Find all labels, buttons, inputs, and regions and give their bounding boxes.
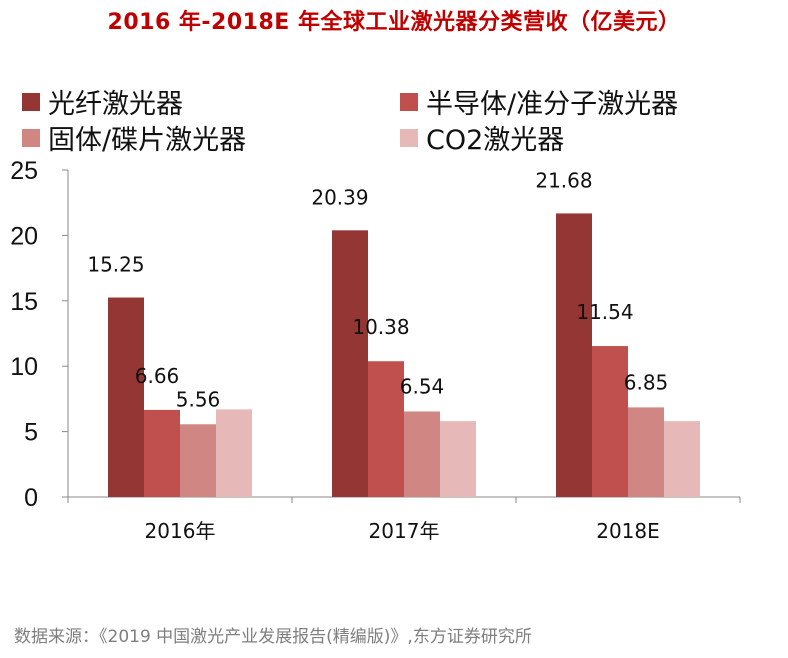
legend-swatch-fiber bbox=[22, 92, 40, 111]
x-tick-label: 2017年 bbox=[369, 519, 440, 543]
chart-title: 2016 年-2018E 年全球工业激光器分类营收（亿美元） bbox=[107, 10, 681, 35]
bar bbox=[108, 297, 144, 497]
legend-item-semiconductor: 半导体/准分子激光器 bbox=[400, 82, 678, 121]
legend-item-co2: CO2激光器 bbox=[400, 118, 564, 157]
data-label: 6.66 bbox=[135, 364, 180, 388]
data-label: 21.68 bbox=[535, 168, 592, 192]
bar bbox=[332, 230, 368, 497]
bar bbox=[368, 361, 404, 497]
legend-swatch-solid bbox=[22, 128, 40, 147]
source-note: 数据来源：《2019 中国激光产业发展报告(精编版)》,东方证券研究所 bbox=[14, 627, 532, 647]
data-label: 6.54 bbox=[400, 374, 445, 398]
data-label: 15.25 bbox=[87, 253, 144, 277]
bar bbox=[216, 409, 252, 497]
bar bbox=[664, 421, 700, 497]
legend-item-solid: 固体/碟片激光器 bbox=[22, 118, 246, 157]
data-label: 20.39 bbox=[311, 185, 368, 209]
x-tick-label: 2018E bbox=[596, 519, 660, 543]
data-label: 5.56 bbox=[176, 387, 221, 411]
legend-label-fiber: 光纤激光器 bbox=[48, 89, 183, 120]
legend-item-fiber: 光纤激光器 bbox=[22, 82, 183, 121]
y-tick-label: 15 bbox=[10, 288, 38, 316]
legend-swatch-semiconductor bbox=[400, 92, 418, 111]
bar bbox=[180, 424, 216, 497]
x-tick-label: 2016年 bbox=[145, 519, 216, 543]
data-label: 10.38 bbox=[352, 315, 409, 339]
legend-label-semiconductor: 半导体/准分子激光器 bbox=[426, 89, 679, 120]
bar bbox=[440, 421, 476, 497]
y-tick-label: 0 bbox=[24, 484, 38, 512]
bar bbox=[144, 409, 180, 497]
data-label: 6.85 bbox=[624, 370, 669, 394]
data-label: 11.54 bbox=[576, 300, 633, 324]
y-tick-label: 20 bbox=[10, 222, 38, 250]
bar bbox=[404, 411, 440, 497]
legend-label-solid: 固体/碟片激光器 bbox=[48, 125, 247, 156]
legend-label-co2: CO2激光器 bbox=[426, 125, 565, 156]
y-tick-label: 5 bbox=[24, 419, 38, 447]
bar bbox=[592, 346, 628, 497]
y-tick-label: 10 bbox=[10, 353, 38, 381]
y-tick-label: 25 bbox=[10, 157, 38, 185]
bar bbox=[556, 213, 592, 497]
bar bbox=[628, 407, 664, 497]
legend-swatch-co2 bbox=[400, 128, 418, 147]
